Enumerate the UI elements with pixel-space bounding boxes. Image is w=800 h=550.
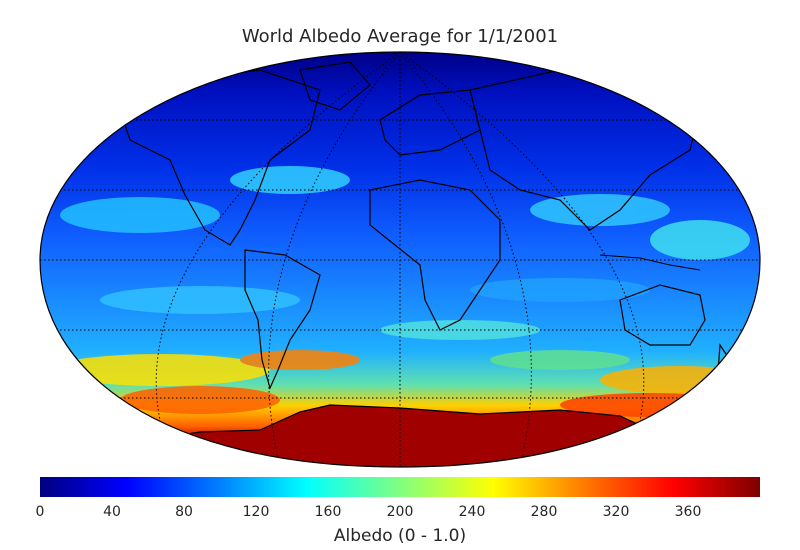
colorbar-label: Albedo (0 - 1.0) [333, 526, 467, 546]
greenland [299, 61, 371, 111]
colorbar-tick-label: 320 [602, 504, 630, 520]
map-field [40, 52, 760, 467]
colorbar-tick-label: 40 [103, 504, 121, 520]
albedo-map [39, 51, 761, 468]
colorbar-tick-label: 120 [242, 504, 270, 520]
colorbar-ticks: 0 40 80 120 160 200 240 280 320 360 [0, 504, 800, 524]
south-america [244, 249, 321, 390]
europe [379, 89, 481, 156]
africa [369, 179, 501, 331]
colorbar [40, 477, 760, 497]
indonesia [599, 254, 701, 271]
colorbar-tick-label: 240 [458, 504, 486, 520]
north-america [119, 69, 321, 246]
globe-outline [39, 51, 761, 468]
colorbar-tick-label: 200 [386, 504, 414, 520]
colorbar-tick-label: 0 [35, 504, 45, 520]
map-title: World Albedo Average for 1/1/2001 [241, 26, 559, 47]
continents [119, 61, 731, 390]
colorbar-tick-label: 280 [530, 504, 558, 520]
australia [619, 284, 706, 346]
graticule [40, 52, 760, 467]
colorbar-tick-label: 80 [175, 504, 193, 520]
colorbar-tick-label: 360 [674, 504, 702, 520]
colorbar-tick-label: 160 [314, 504, 342, 520]
